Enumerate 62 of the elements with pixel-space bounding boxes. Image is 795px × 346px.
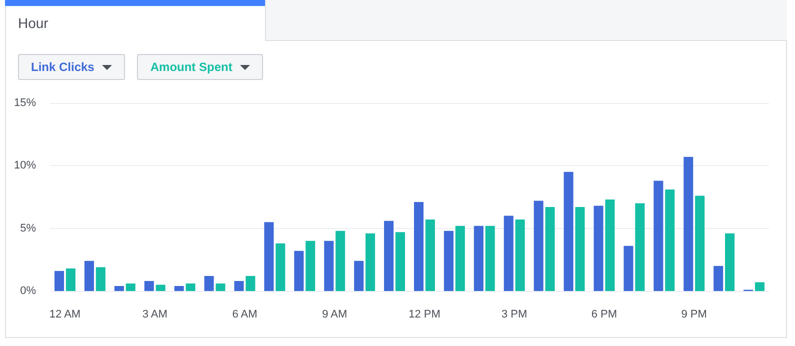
bar <box>714 266 724 291</box>
chart-title: Hour <box>18 15 48 31</box>
bar <box>354 260 364 291</box>
bar <box>455 226 465 291</box>
bar <box>474 226 484 291</box>
bar <box>174 286 184 291</box>
x-tick-label: 9 AM <box>322 308 348 320</box>
bar <box>534 200 544 291</box>
bar <box>246 276 256 291</box>
bar <box>96 267 106 291</box>
y-tick-label: 15% <box>14 97 36 109</box>
y-tick-label: 0% <box>20 285 36 297</box>
bar <box>594 206 604 291</box>
bar <box>324 240 334 291</box>
bar <box>264 222 274 291</box>
bar <box>114 286 124 291</box>
bar <box>126 283 136 291</box>
bar <box>414 202 424 291</box>
y-tick-label: 5% <box>20 222 36 234</box>
bar <box>605 200 615 291</box>
bar <box>276 243 286 291</box>
bar <box>725 233 735 291</box>
y-tick-label: 10% <box>14 160 36 172</box>
bar <box>575 207 585 291</box>
bar <box>684 156 694 291</box>
bar <box>754 282 765 291</box>
bar <box>695 196 705 291</box>
bar <box>294 250 304 291</box>
x-tick-label: 12 AM <box>49 308 81 320</box>
bar <box>186 283 196 291</box>
bar <box>485 226 495 291</box>
bar <box>66 268 76 291</box>
x-tick-label: 9 PM <box>681 308 707 320</box>
bar <box>624 246 634 291</box>
bar <box>545 207 555 291</box>
bar <box>336 230 346 291</box>
bar <box>564 172 574 291</box>
x-tick-label: 6 AM <box>232 308 258 320</box>
bar <box>234 280 244 291</box>
bar <box>306 240 316 291</box>
bar <box>84 260 94 291</box>
bar <box>635 203 645 291</box>
bar <box>216 283 226 291</box>
bar <box>395 232 406 291</box>
bar <box>425 220 435 291</box>
x-tick-label: 3 PM <box>502 308 528 320</box>
bar <box>144 280 154 291</box>
bar <box>384 220 394 291</box>
bar <box>444 230 454 291</box>
bar <box>504 216 514 291</box>
bar <box>54 270 64 291</box>
bar <box>366 233 376 291</box>
x-tick-label: 3 AM <box>142 308 168 320</box>
x-tick-label: 6 PM <box>591 308 618 320</box>
text: Link Clicks <box>31 60 94 74</box>
text: Amount Spent <box>150 60 232 74</box>
bar <box>204 276 214 291</box>
bar <box>654 180 664 291</box>
bar <box>665 189 675 291</box>
bar <box>156 284 166 291</box>
x-tick-label: 12 PM <box>408 308 440 320</box>
bar <box>515 220 525 291</box>
